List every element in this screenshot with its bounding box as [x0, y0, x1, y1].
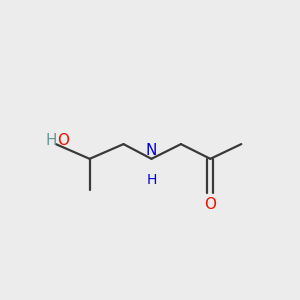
Text: O: O	[204, 197, 216, 212]
Text: N: N	[146, 143, 157, 158]
Text: O: O	[57, 133, 69, 148]
Text: H: H	[146, 173, 157, 187]
Text: H: H	[46, 133, 57, 148]
